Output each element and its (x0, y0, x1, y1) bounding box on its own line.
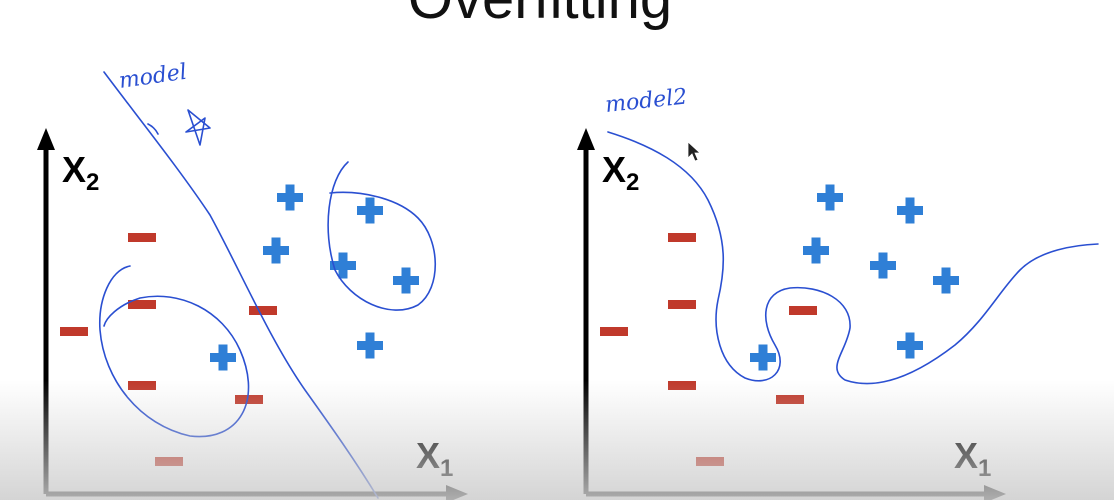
minus-point (776, 395, 804, 404)
right-minus-points (600, 233, 817, 466)
right-panel: X2 X1 model2 (577, 85, 1099, 500)
plus-point (393, 267, 419, 294)
left-loop-plus (327, 161, 436, 311)
plus-point (330, 252, 356, 279)
minus-point (668, 381, 696, 390)
plus-point (897, 197, 923, 224)
minus-point (600, 327, 628, 336)
right-plus-points (750, 184, 959, 371)
minus-point (155, 457, 183, 466)
mouse-cursor-icon (687, 141, 702, 162)
plus-point (357, 197, 383, 224)
left-line-hook (147, 123, 159, 135)
minus-point (789, 306, 817, 315)
plus-point (803, 237, 829, 264)
left-decision-boundary (103, 71, 379, 499)
right-y-arrowhead (577, 128, 595, 150)
plus-point (897, 332, 923, 359)
plus-point (933, 267, 959, 294)
right-handwriting (607, 131, 1099, 385)
right-axes (583, 140, 993, 497)
plus-point (263, 237, 289, 264)
right-x-axis-label: X1 (954, 435, 991, 482)
plus-point (210, 344, 236, 371)
minus-point (249, 306, 277, 315)
minus-point (128, 233, 156, 242)
minus-point (128, 300, 156, 309)
minus-point (60, 327, 88, 336)
left-y-axis-label: X2 (62, 149, 99, 196)
left-plus-points (210, 184, 419, 371)
right-y-axis-label: X2 (602, 149, 639, 196)
plus-point (277, 184, 303, 211)
minus-point (235, 395, 263, 404)
left-x-axis-label: X1 (416, 435, 453, 482)
plus-point (870, 252, 896, 279)
plus-point (750, 344, 776, 371)
left-panel: X2 X1 (37, 60, 468, 500)
minus-point (128, 381, 156, 390)
right-decision-boundary (607, 131, 1099, 385)
right-model-annotation: model2 (604, 85, 688, 118)
left-x-arrowhead (446, 485, 468, 500)
left-y-arrowhead (37, 128, 55, 150)
star-doodle (185, 109, 211, 146)
left-model-annotation: model (117, 60, 188, 94)
minus-point (668, 233, 696, 242)
minus-point (668, 300, 696, 309)
left-minus-points (60, 233, 277, 466)
left-handwriting (99, 71, 436, 499)
plus-point (817, 184, 843, 211)
slide-title: Overfitting (408, 0, 672, 31)
left-axes (43, 140, 455, 497)
plus-point (357, 332, 383, 359)
right-x-arrowhead (984, 485, 1006, 500)
minus-point (696, 457, 724, 466)
